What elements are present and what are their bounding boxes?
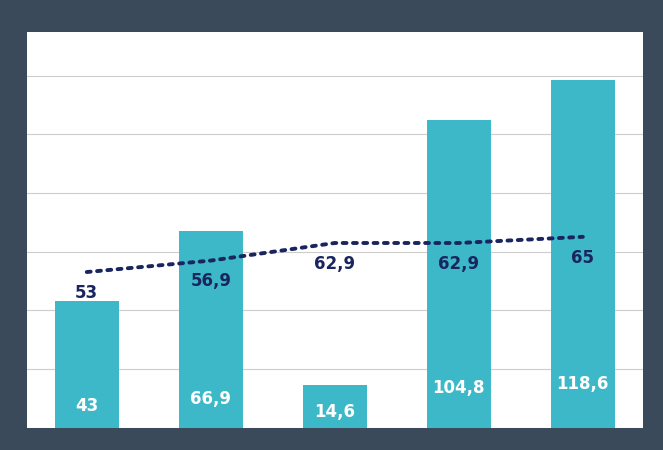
Text: 104,8: 104,8 bbox=[432, 379, 485, 397]
Text: 53: 53 bbox=[75, 284, 98, 302]
Text: 14,6: 14,6 bbox=[314, 403, 355, 421]
Bar bbox=[550, 80, 615, 427]
Bar bbox=[54, 302, 119, 427]
Bar bbox=[178, 231, 243, 428]
Bar bbox=[302, 385, 367, 428]
Text: 62,9: 62,9 bbox=[438, 255, 479, 273]
Bar bbox=[426, 120, 491, 428]
Text: 62,9: 62,9 bbox=[314, 255, 355, 273]
Text: 43: 43 bbox=[75, 397, 98, 415]
Text: 66,9: 66,9 bbox=[190, 390, 231, 408]
Text: 56,9: 56,9 bbox=[190, 272, 231, 290]
Text: 65: 65 bbox=[572, 248, 594, 266]
Text: 118,6: 118,6 bbox=[557, 375, 609, 393]
